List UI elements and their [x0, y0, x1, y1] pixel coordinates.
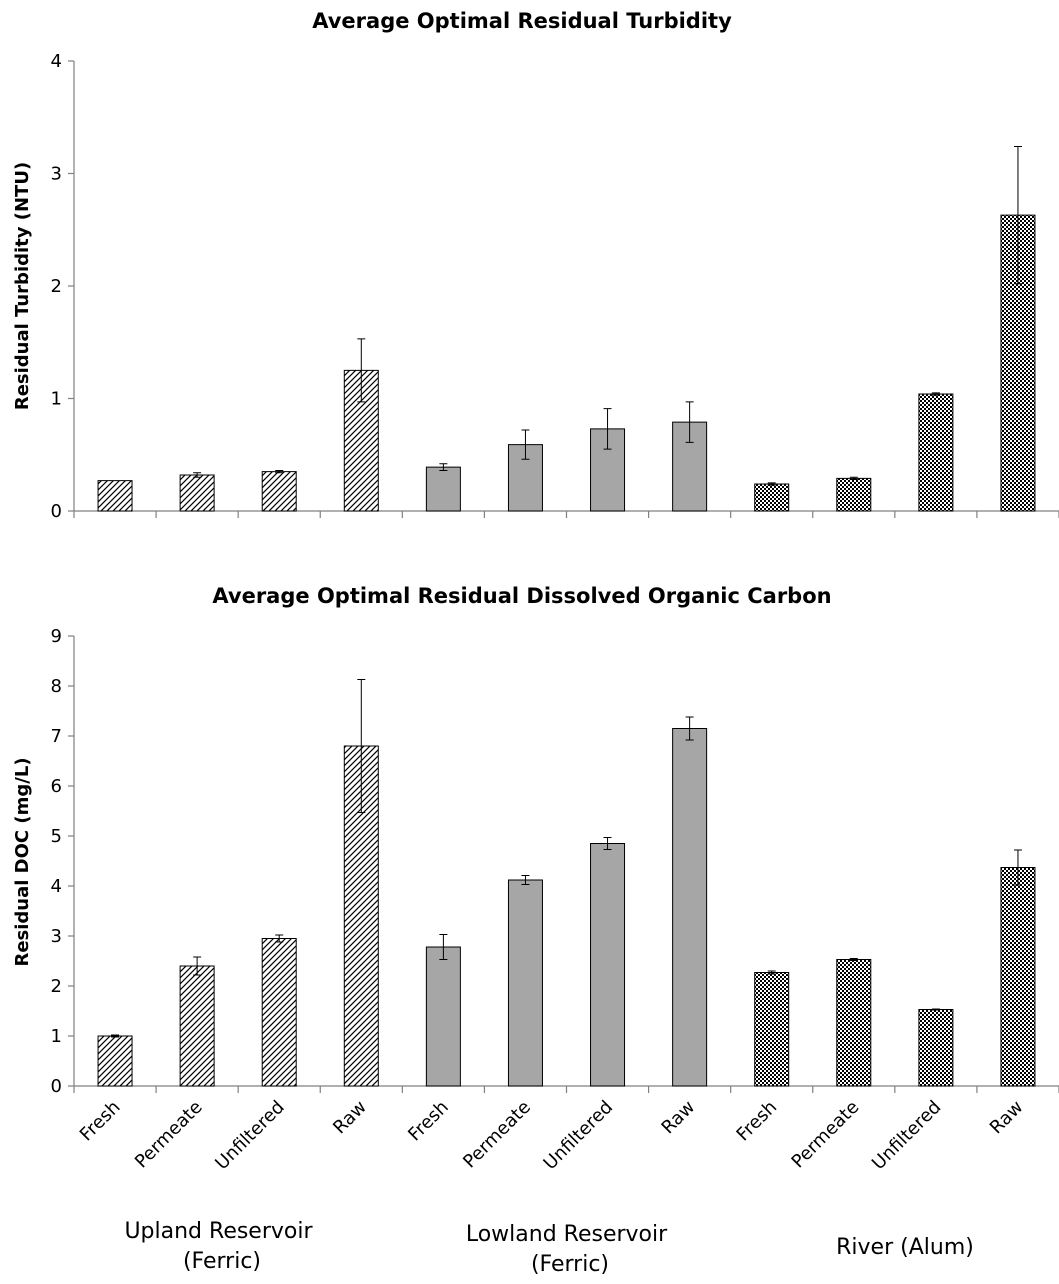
chart2-bar — [754, 972, 790, 1087]
chart2-title: Average Optimal Residual Dissolved Organ… — [212, 584, 831, 608]
chart2-category-label: Raw — [329, 1097, 371, 1139]
chart2-category-labels: Fresh Permeate Unfiltered Raw Fresh Permeate U… — [76, 1097, 1028, 1174]
chart1-y-axis-label: Residual Turbidity (NTU) — [12, 162, 33, 410]
chart1-bar — [261, 471, 297, 512]
chart2-bar — [590, 843, 626, 1087]
chart1-title: Average Optimal Residual Turbidity — [312, 9, 732, 33]
chart2-bar — [672, 728, 708, 1087]
chart2-axes: 0 1 2 3 4 5 6 7 8 9 — [51, 626, 1059, 1097]
chart1-bar — [179, 474, 215, 512]
chart2-y-axis-label: Residual DOC (mg/L) — [12, 757, 33, 966]
chart2-category-label: Fresh — [76, 1097, 125, 1146]
chart2-bar — [97, 1035, 133, 1087]
chart1-axes: 0 1 2 3 4 — [51, 51, 1059, 522]
chart2-bar — [343, 745, 379, 1087]
chart2-category-label: Permeate — [788, 1097, 864, 1173]
chart1-bars — [97, 146, 1036, 512]
chart1-y-tick-label: 1 — [51, 389, 62, 410]
chart1-bar — [836, 477, 872, 512]
chart2-category-label: Fresh — [404, 1097, 453, 1146]
chart2-bar — [507, 879, 543, 1087]
chart2-bar — [836, 959, 872, 1087]
chart2-y-tick-label: 9 — [51, 626, 62, 647]
chart2-category-label: Unfiltered — [868, 1097, 945, 1174]
chart1-y-tick-label: 3 — [51, 164, 62, 185]
chart2-y-tick-label: 0 — [51, 1076, 62, 1097]
chart2-category-label: Permeate — [131, 1097, 207, 1173]
chart2-category-label: Unfiltered — [211, 1097, 288, 1174]
group-labels: Upland Reservoir (Ferric) Lowland Reserv… — [124, 1219, 973, 1277]
chart2-bar — [425, 946, 461, 1087]
chart2-y-tick-label: 6 — [51, 776, 62, 797]
chart1-bar — [425, 466, 461, 512]
chart1-bar — [918, 393, 954, 512]
chart2-bars — [97, 679, 1036, 1087]
group-label-upland: Upland Reservoir (Ferric) — [124, 1219, 319, 1274]
chart1-y-tick-label: 4 — [51, 51, 62, 72]
group-label-lowland: Lowland Reservoir (Ferric) — [466, 1222, 674, 1277]
chart2-category-label: Unfiltered — [540, 1097, 617, 1174]
chart1-y-tick-label: 2 — [51, 276, 62, 297]
turbidity-chart: Average Optimal Residual Turbidity Resid… — [12, 9, 1059, 522]
chart1-bar — [754, 483, 790, 512]
chart2-bar — [918, 1009, 954, 1087]
chart2-category-label: Fresh — [733, 1097, 782, 1146]
chart2-category-label: Raw — [986, 1097, 1028, 1139]
chart2-bar — [261, 938, 297, 1087]
chart2-bar — [1000, 867, 1036, 1087]
doc-chart: Average Optimal Residual Dissolved Organ… — [12, 584, 1059, 1174]
chart2-y-tick-label: 7 — [51, 726, 62, 747]
chart1-y-tick-label: 0 — [51, 501, 62, 522]
chart2-category-label: Permeate — [459, 1097, 535, 1173]
chart2-bar — [179, 965, 215, 1087]
chart2-y-tick-label: 3 — [51, 926, 62, 947]
chart1-bar — [97, 480, 133, 512]
chart2-y-tick-label: 4 — [51, 876, 62, 897]
chart2-category-label: Raw — [658, 1097, 700, 1139]
chart2-y-tick-label: 5 — [51, 826, 62, 847]
chart2-y-tick-label: 8 — [51, 676, 62, 697]
chart2-y-tick-label: 1 — [51, 1026, 62, 1047]
chart2-y-tick-label: 2 — [51, 976, 62, 997]
group-label-river: River (Alum) — [836, 1235, 974, 1260]
